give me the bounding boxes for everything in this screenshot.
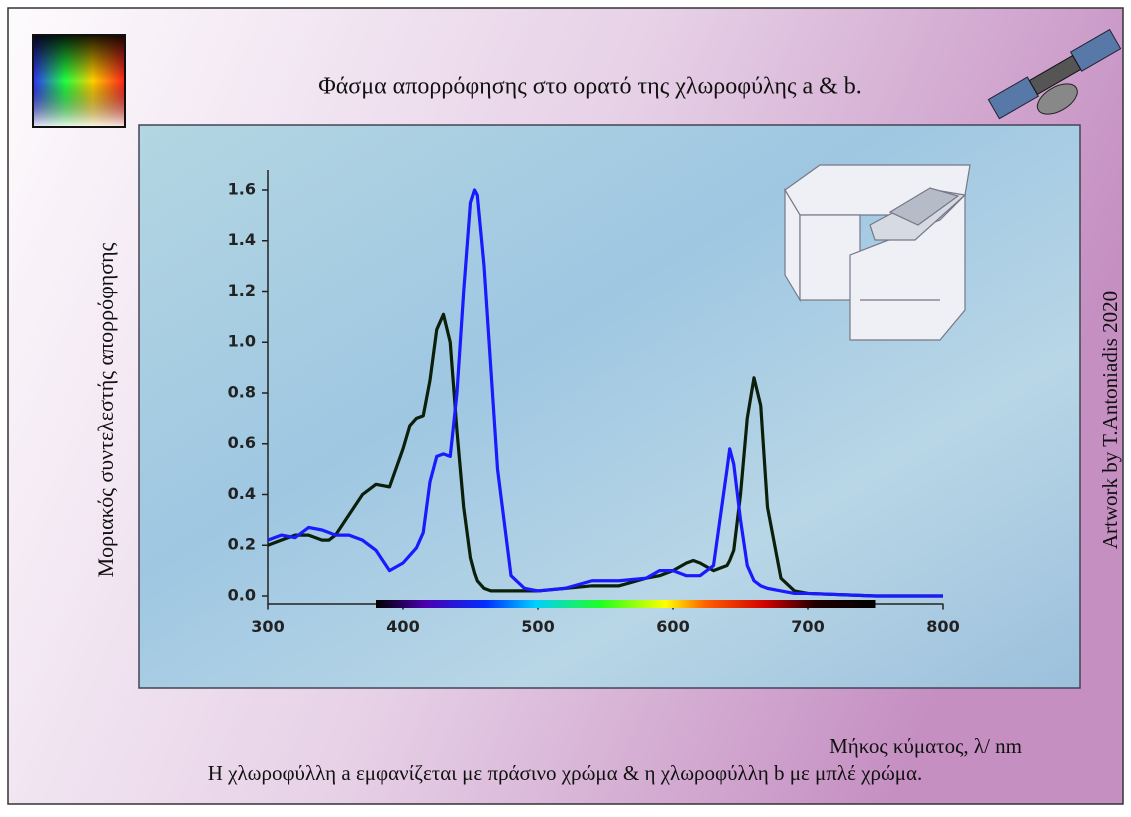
x-axis-label: Μήκος κύματος, λ/ nm bbox=[829, 734, 1022, 758]
chart-title: Φάσμα απορρόφησης στο ορατό της χλωροφύλ… bbox=[318, 74, 862, 100]
y-tick-label: 0.4 bbox=[228, 484, 256, 503]
x-tick-label: 500 bbox=[521, 617, 554, 636]
color-square-icon bbox=[33, 35, 125, 127]
y-tick-label: 0.8 bbox=[228, 382, 256, 401]
y-axis-label: Μοριακός συντελεστής απορρόφησης bbox=[93, 242, 118, 577]
x-tick-label: 400 bbox=[386, 617, 419, 636]
x-tick-label: 600 bbox=[656, 617, 689, 636]
y-tick-label: 1.0 bbox=[228, 332, 256, 351]
y-tick-label: 0.0 bbox=[228, 585, 256, 604]
x-tick-label: 300 bbox=[251, 617, 284, 636]
y-tick-label: 0.6 bbox=[228, 433, 256, 452]
x-tick-label: 700 bbox=[791, 617, 824, 636]
visible-spectrum-bar bbox=[376, 600, 876, 608]
x-tick-label: 800 bbox=[926, 617, 959, 636]
y-tick-label: 1.4 bbox=[228, 230, 256, 249]
page: {"chart_data": {"type": "line", "title":… bbox=[0, 0, 1131, 812]
slide: Φάσμα απορρόφησης στο ορατό της χλωροφύλ… bbox=[0, 0, 1131, 812]
credit: Artwork by T.Antoniadis 2020 bbox=[1098, 291, 1122, 549]
y-tick-label: 0.2 bbox=[228, 535, 256, 554]
caption: Η χλωροφύλλη a εμφανίζεται με πράσινο χρ… bbox=[208, 761, 923, 785]
y-tick-label: 1.6 bbox=[228, 179, 256, 198]
y-tick-label: 1.2 bbox=[228, 281, 256, 300]
